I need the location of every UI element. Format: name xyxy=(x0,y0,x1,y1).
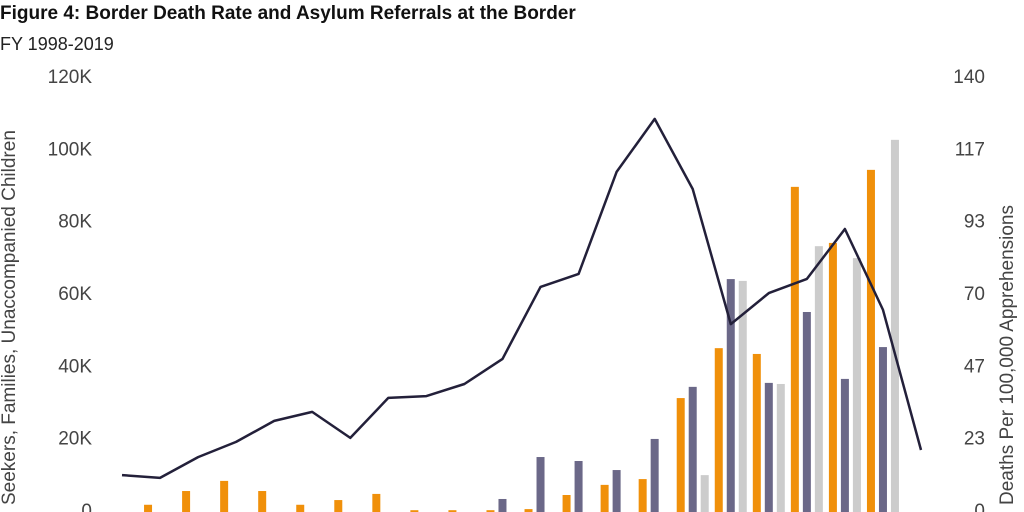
bar xyxy=(448,510,457,512)
y-tick-label: 100K xyxy=(48,139,93,160)
bar xyxy=(562,495,571,512)
chart-subtitle: FY 1998-2019 xyxy=(0,34,114,54)
y-tick-label: 20K xyxy=(58,429,92,450)
bar xyxy=(486,510,495,512)
bar xyxy=(738,280,747,512)
y2-tick-label: 140 xyxy=(953,67,985,88)
bar xyxy=(612,470,621,512)
bar xyxy=(700,475,709,512)
bar xyxy=(676,398,685,512)
bar xyxy=(726,279,735,512)
bar xyxy=(688,386,697,512)
y2-tick-label: 0 xyxy=(974,501,985,512)
bar xyxy=(410,510,419,512)
bar xyxy=(828,242,837,512)
y-tick-label: 80K xyxy=(58,212,92,233)
bar xyxy=(536,457,545,512)
bar xyxy=(878,347,887,512)
bar xyxy=(258,491,267,512)
bar xyxy=(776,383,785,512)
bar xyxy=(600,484,609,512)
bar xyxy=(334,500,343,512)
y-tick-label: 60K xyxy=(58,284,92,305)
y-axis-label: Seekers, Families, Unaccompanied Childre… xyxy=(0,130,20,505)
bar xyxy=(764,382,773,512)
bar xyxy=(790,186,799,512)
y2-tick-label: 93 xyxy=(964,212,985,233)
bar xyxy=(220,480,229,512)
bar xyxy=(890,139,899,512)
y2-tick-label: 70 xyxy=(964,284,985,305)
bar xyxy=(814,246,823,512)
y2-tick-label: 117 xyxy=(955,139,985,160)
bar xyxy=(372,493,381,512)
bar xyxy=(182,491,191,512)
bar xyxy=(866,169,875,512)
line xyxy=(121,117,923,480)
bar xyxy=(714,348,723,512)
bar xyxy=(296,504,305,512)
bar xyxy=(650,438,659,512)
y-tick-label: 40K xyxy=(58,356,92,377)
y2-axis-label: Deaths Per 100,000 Apprehensions xyxy=(997,205,1018,505)
bar xyxy=(498,498,507,512)
bar xyxy=(840,378,849,512)
bar xyxy=(524,509,533,512)
bar xyxy=(802,311,811,512)
bar xyxy=(574,461,583,512)
y2-tick-label: 23 xyxy=(964,429,985,450)
bar xyxy=(638,479,647,512)
y2-tick-label: 47 xyxy=(964,356,985,377)
bar xyxy=(752,353,761,512)
y-tick-label: 120K xyxy=(48,67,93,88)
chart-title: Figure 4: Border Death Rate and Asylum R… xyxy=(0,3,576,24)
bar xyxy=(852,258,861,512)
bar xyxy=(144,504,153,512)
y-tick-label: 0 xyxy=(81,501,92,512)
